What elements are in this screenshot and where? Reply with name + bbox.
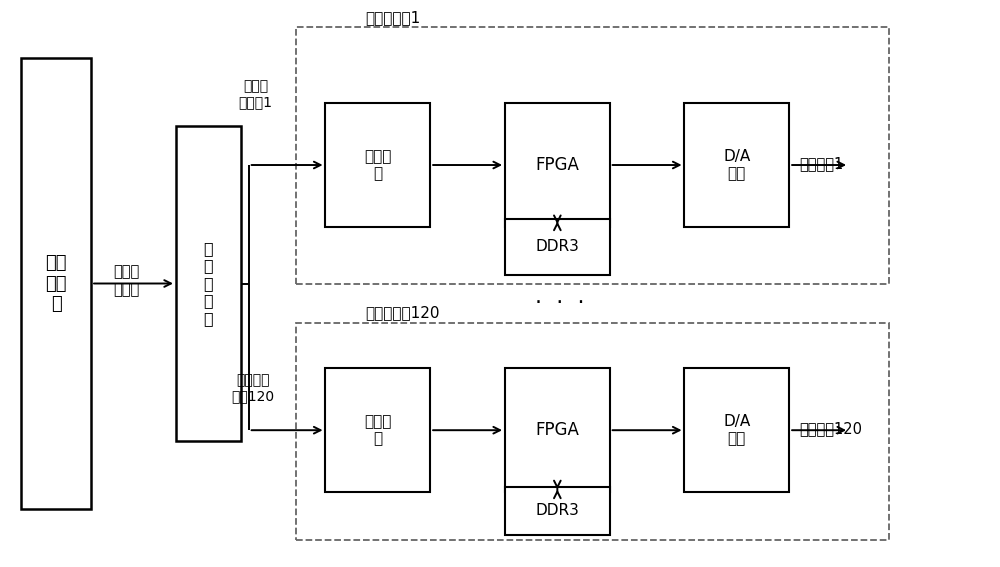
Text: 波形调
制数据: 波形调 制数据 <box>113 264 139 297</box>
Text: 波形调制
数据120: 波形调制 数据120 <box>231 373 274 403</box>
Bar <box>505 103 610 227</box>
Bar <box>325 103 430 227</box>
Bar <box>505 368 610 492</box>
Text: 波形调
制数据1: 波形调 制数据1 <box>239 79 273 109</box>
Text: FPGA: FPGA <box>535 421 579 439</box>
Text: D/A
转换: D/A 转换 <box>723 414 750 446</box>
Bar <box>296 27 889 284</box>
Text: DDR3: DDR3 <box>535 503 579 518</box>
Text: D/A
转换: D/A 转换 <box>723 149 750 181</box>
Bar <box>505 486 610 535</box>
Text: 光电转
换: 光电转 换 <box>364 414 392 446</box>
Text: ·  ·  ·: · · · <box>535 293 585 313</box>
Text: FPGA: FPGA <box>535 156 579 174</box>
Text: 光
分
路
器
组: 光 分 路 器 组 <box>204 241 213 326</box>
Bar <box>325 368 430 492</box>
Text: 波形产生器1: 波形产生器1 <box>365 10 421 25</box>
Bar <box>684 368 789 492</box>
Bar <box>176 125 241 442</box>
Text: 波形产生器120: 波形产生器120 <box>365 305 440 320</box>
Bar <box>684 103 789 227</box>
Bar <box>21 58 91 509</box>
Bar <box>505 219 610 275</box>
Text: 波控
服务
器: 波控 服务 器 <box>45 253 67 314</box>
Bar <box>296 323 889 540</box>
Text: 波形输出120: 波形输出120 <box>799 422 862 437</box>
Text: DDR3: DDR3 <box>535 239 579 255</box>
Text: 波形输出1: 波形输出1 <box>799 156 843 171</box>
Text: 光电转
换: 光电转 换 <box>364 149 392 181</box>
